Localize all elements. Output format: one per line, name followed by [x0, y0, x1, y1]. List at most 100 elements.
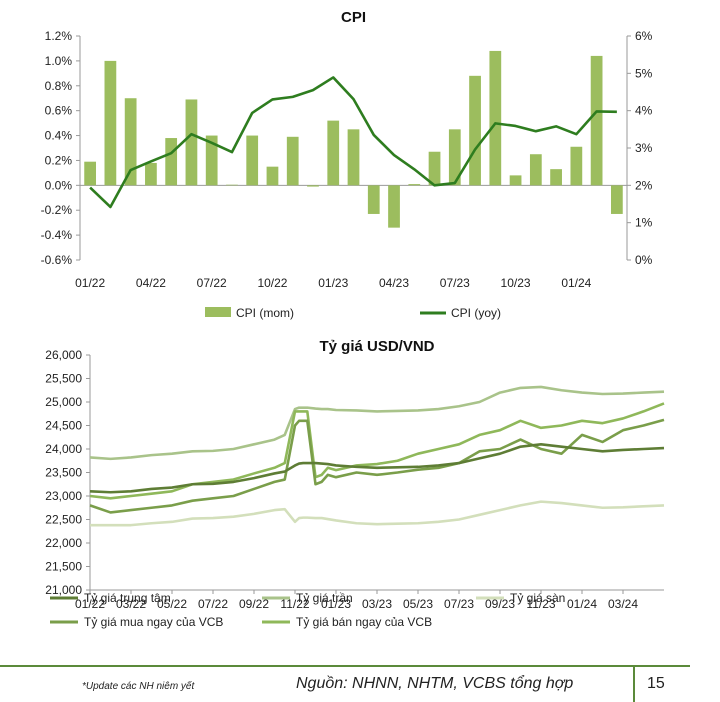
- cpi-mom-bar: [124, 98, 137, 186]
- left-tick-label: 0.8%: [45, 79, 73, 93]
- x-tick-label: 04/22: [136, 276, 166, 290]
- chart-title: CPI: [341, 9, 366, 26]
- rate-line-0: [89, 443, 665, 494]
- x-tick-label: 03/24: [608, 597, 638, 611]
- cpi-mom-bar: [448, 129, 461, 186]
- footer-source: Nguồn: NHNN, NHTM, VCBS tổng hợp: [296, 675, 574, 692]
- left-tick-label: -0.2%: [41, 203, 73, 217]
- right-tick-label: 2%: [635, 178, 653, 192]
- rate-line-1: [89, 385, 665, 461]
- y-tick-label: 22,000: [45, 536, 82, 550]
- legend-mom-swatch: [205, 307, 231, 317]
- legend-label: Tỷ giá bán ngay của VCB: [296, 615, 432, 629]
- right-tick-label: 0%: [635, 253, 653, 267]
- cpi-mom-bar: [550, 169, 562, 186]
- x-tick-label: 01/24: [567, 597, 597, 611]
- left-tick-label: 0.2%: [45, 153, 73, 167]
- left-tick-label: 0.4%: [45, 129, 73, 143]
- y-tick-label: 23,500: [45, 466, 82, 480]
- cpi-mom-bar: [165, 138, 178, 186]
- footer-note: *Update các NH niêm yết: [82, 681, 195, 692]
- cpi-mom-bar: [84, 161, 97, 186]
- cpi-mom-bar: [529, 154, 542, 186]
- x-tick-label: 07/23: [440, 276, 470, 290]
- cpi-mom-bar: [327, 120, 340, 186]
- right-tick-label: 6%: [635, 29, 653, 43]
- left-tick-label: -0.6%: [41, 253, 73, 267]
- y-tick-label: 21,500: [45, 560, 82, 574]
- left-tick-label: 1.0%: [45, 54, 73, 68]
- x-tick-label: 10/23: [501, 276, 531, 290]
- cpi-mom-bar: [307, 185, 319, 187]
- x-tick-label: 01/22: [75, 276, 105, 290]
- cpi-mom-bar: [509, 175, 522, 186]
- x-tick-label: 05/22: [157, 597, 187, 611]
- x-tick-label: 10/22: [257, 276, 287, 290]
- x-tick-label: 01/23: [321, 597, 351, 611]
- left-tick-label: 0.6%: [45, 104, 73, 118]
- x-tick-label: 07/23: [444, 597, 474, 611]
- x-tick-label: 01/22: [75, 597, 105, 611]
- legend-label: Tỷ giá mua ngay của VCB: [84, 615, 223, 629]
- rate-line-3: [89, 418, 665, 514]
- y-tick-label: 24,500: [45, 419, 82, 433]
- cpi-mom-bar: [347, 129, 360, 186]
- cpi-mom-bar: [145, 162, 157, 186]
- x-tick-label: 03/23: [362, 597, 392, 611]
- right-tick-label: 3%: [635, 141, 653, 155]
- rate-line-2: [90, 500, 665, 527]
- x-tick-label: 01/23: [318, 276, 348, 290]
- right-tick-label: 5%: [635, 66, 653, 80]
- y-tick-label: 23,000: [45, 489, 82, 503]
- cpi-mom-bar: [185, 99, 198, 186]
- exchange-rate-chart: Tỷ giá USD/VND 21,000 21,500 22,000 22,500 23…: [45, 338, 665, 629]
- y-tick-label: 25,000: [45, 395, 82, 409]
- cpi-mom-bar: [367, 185, 380, 214]
- chart-title: Tỷ giá USD/VND: [319, 338, 434, 355]
- cpi-mom-bar: [408, 184, 421, 186]
- rate-line-4: [89, 402, 665, 500]
- cpi-mom-bar: [489, 50, 502, 186]
- cpi-mom-bar: [246, 135, 259, 186]
- x-tick-label: 09/22: [239, 597, 269, 611]
- cpi-chart: CPI -0.6% -0.4% -0.2% 0.0% 0.2% 0.4% 0.6% 0.8% 1.…: [41, 9, 653, 320]
- cpi-mom-bar: [104, 60, 117, 186]
- legend-label: Tỷ giá trần: [296, 591, 353, 605]
- y-tick-label: 22,500: [45, 513, 82, 527]
- x-tick-label: 07/22: [197, 276, 227, 290]
- cpi-mom-bar: [469, 75, 481, 186]
- x-tick-label: 11/22: [280, 597, 309, 611]
- x-tick-label: 04/23: [379, 276, 409, 290]
- cpi-mom-bar: [570, 146, 583, 186]
- legend-yoy-label: CPI (yoy): [451, 306, 501, 320]
- legend-label: Tỷ giá sàn: [510, 591, 565, 605]
- x-tick-label: 07/22: [198, 597, 228, 611]
- left-tick-label: 0.0%: [45, 178, 73, 192]
- legend-mom-label: CPI (mom): [236, 306, 294, 320]
- cpi-mom-bar: [266, 166, 279, 186]
- x-tick-label: 11/23: [526, 597, 555, 611]
- cpi-mom-bar: [388, 185, 400, 228]
- right-tick-label: 4%: [635, 104, 653, 118]
- right-tick-label: 1%: [635, 216, 653, 230]
- cpi-yoy-line: [89, 76, 617, 209]
- legend-label: Tỷ giá trung tâm: [84, 591, 171, 605]
- footer-divider: [0, 665, 690, 667]
- left-tick-label: 1.2%: [45, 29, 73, 43]
- footer-page-divider: [633, 667, 635, 702]
- y-tick-label: 24,000: [45, 442, 82, 456]
- y-tick-label: 25,500: [45, 372, 82, 386]
- cpi-mom-bar: [226, 184, 238, 186]
- cpi-mom-bar: [428, 151, 441, 186]
- page-number: 15: [647, 675, 665, 692]
- y-tick-label: 26,000: [45, 348, 82, 362]
- x-tick-label: 01/24: [561, 276, 591, 290]
- y-tick-label: 21,000: [45, 583, 82, 597]
- page-footer: *Update các NH niêm yết Nguồn: NHNN, NHT…: [0, 655, 720, 702]
- x-tick-label: 09/23: [485, 597, 515, 611]
- x-tick-label: 03/22: [116, 597, 146, 611]
- cpi-mom-bar: [286, 136, 299, 186]
- left-tick-label: -0.4%: [41, 228, 73, 242]
- x-tick-label: 05/23: [403, 597, 433, 611]
- cpi-mom-bar: [610, 185, 623, 214]
